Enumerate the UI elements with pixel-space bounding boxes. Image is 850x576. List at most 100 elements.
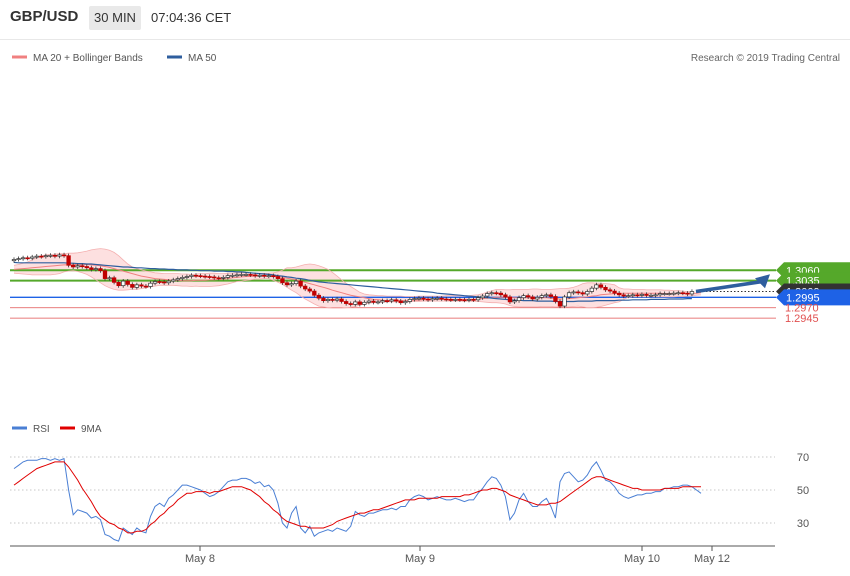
level-tag-1.2995 bbox=[776, 289, 850, 306]
candle-body bbox=[61, 254, 67, 257]
candle-body bbox=[303, 285, 308, 290]
candle-body bbox=[157, 281, 162, 283]
rsi-tick-label-50: 50 bbox=[797, 485, 809, 497]
candle-body bbox=[507, 296, 513, 303]
candle-body bbox=[171, 279, 176, 282]
moving-averages bbox=[13, 248, 702, 309]
candle-body bbox=[84, 266, 89, 269]
candle-body bbox=[403, 301, 408, 304]
candle-body bbox=[598, 284, 604, 288]
candle-body bbox=[375, 301, 381, 304]
candle-body bbox=[566, 292, 572, 298]
candle-body bbox=[366, 300, 372, 303]
candle-body bbox=[271, 275, 276, 278]
candle-body bbox=[444, 298, 449, 301]
bollinger-lower-line bbox=[13, 270, 702, 309]
candle-body bbox=[234, 274, 240, 277]
time-tick-label: May 12 bbox=[694, 553, 730, 565]
candle-body bbox=[457, 299, 463, 301]
candle-body bbox=[275, 276, 281, 279]
candle-body bbox=[25, 257, 30, 260]
candle-body bbox=[430, 298, 435, 301]
research-credit: Research © 2019 Trading Central bbox=[691, 53, 840, 64]
level-label-1.2945: 1.2945 bbox=[785, 313, 819, 325]
candle-body bbox=[557, 301, 563, 307]
candle-body bbox=[594, 284, 599, 289]
candle-body bbox=[289, 283, 294, 286]
candle-body bbox=[116, 281, 121, 287]
candle-body bbox=[148, 282, 153, 287]
candle-body bbox=[198, 275, 203, 278]
candle-body bbox=[612, 290, 617, 294]
time-tick-label: May 9 bbox=[405, 553, 435, 565]
candle-body bbox=[626, 295, 631, 298]
candle-body bbox=[571, 291, 576, 294]
candle-body bbox=[480, 295, 485, 299]
candle-body bbox=[334, 298, 340, 301]
candle-body bbox=[312, 290, 317, 296]
candle-body bbox=[52, 254, 58, 257]
candle-body bbox=[239, 274, 244, 276]
candle-body bbox=[43, 255, 48, 258]
candle-body bbox=[585, 291, 590, 295]
candle-body bbox=[184, 276, 190, 278]
candle-body bbox=[16, 258, 21, 260]
candle-body bbox=[653, 294, 658, 297]
candle-body bbox=[485, 293, 490, 297]
candle-body bbox=[80, 265, 85, 268]
candle-body bbox=[466, 299, 472, 301]
candle-body bbox=[321, 297, 326, 301]
candle-body bbox=[512, 300, 517, 303]
legend-label-0: MA 20 + Bollinger Bands bbox=[33, 53, 143, 64]
candle-body bbox=[253, 274, 258, 277]
candle-body bbox=[107, 277, 112, 280]
bollinger-upper-line bbox=[13, 248, 692, 297]
candle-body bbox=[134, 284, 140, 288]
candle-body bbox=[262, 274, 267, 277]
rsi-tick-label-70: 70 bbox=[797, 452, 809, 464]
candle-body bbox=[616, 292, 622, 296]
candle-body bbox=[243, 274, 249, 276]
chart-header: GBP/USD 30 MIN 07:04:36 CET bbox=[0, 0, 850, 38]
candle-body bbox=[111, 277, 117, 283]
candle-body bbox=[562, 296, 567, 307]
rsi-ma-line bbox=[13, 461, 701, 534]
projection-head bbox=[755, 274, 770, 289]
candle-body bbox=[207, 276, 212, 278]
candle-body bbox=[48, 254, 53, 257]
candle-body bbox=[75, 265, 80, 268]
price-legend: MA 20 + Bollinger Bands MA 50 bbox=[12, 53, 217, 64]
candle-body bbox=[102, 270, 108, 279]
bollinger-fill bbox=[14, 248, 701, 309]
candle-body bbox=[498, 292, 503, 296]
candle-body bbox=[503, 294, 508, 298]
candle-body bbox=[152, 281, 158, 284]
header-divider bbox=[0, 39, 850, 40]
candle-body bbox=[121, 280, 126, 287]
candle-body bbox=[353, 301, 358, 305]
candle-body bbox=[89, 267, 94, 270]
candle-body bbox=[20, 257, 26, 260]
timeframe-button[interactable]: 30 MIN bbox=[89, 6, 141, 30]
candle-body bbox=[162, 281, 167, 284]
candle-body bbox=[298, 280, 303, 287]
candle-body bbox=[644, 294, 649, 296]
candle-body bbox=[425, 298, 431, 301]
candle-body bbox=[339, 298, 344, 302]
candle-body bbox=[589, 287, 594, 292]
currency-pair-title: GBP/USD bbox=[10, 8, 79, 25]
candle-body bbox=[667, 293, 672, 295]
candle-body bbox=[630, 294, 635, 297]
candle-body bbox=[70, 264, 76, 268]
candle-body bbox=[57, 254, 62, 257]
rsi-line bbox=[13, 457, 702, 542]
candle-body bbox=[280, 278, 285, 284]
candle-body bbox=[639, 294, 645, 296]
candle-body bbox=[607, 289, 613, 292]
candle-body bbox=[394, 299, 399, 302]
candle-body bbox=[580, 292, 585, 295]
candlesticks bbox=[11, 252, 695, 309]
candle-body bbox=[544, 294, 549, 297]
